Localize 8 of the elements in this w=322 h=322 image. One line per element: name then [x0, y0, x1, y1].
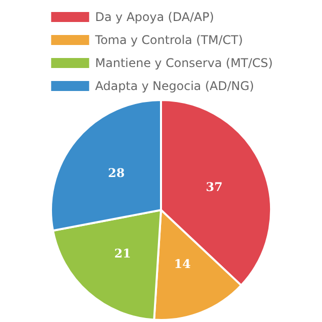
- legend-label: Mantiene y Conserva (MT/CS): [95, 56, 273, 70]
- legend-label: Adapta y Negocia (AD/NG): [95, 79, 254, 93]
- data-label: 21: [114, 246, 131, 261]
- data-label: 28: [108, 166, 125, 180]
- legend-label: Da y Apoya (DA/AP): [95, 10, 214, 24]
- data-label: 14: [174, 256, 191, 271]
- legend-label: Toma y Controla (TM/CT): [94, 33, 243, 47]
- data-label: 37: [206, 180, 223, 194]
